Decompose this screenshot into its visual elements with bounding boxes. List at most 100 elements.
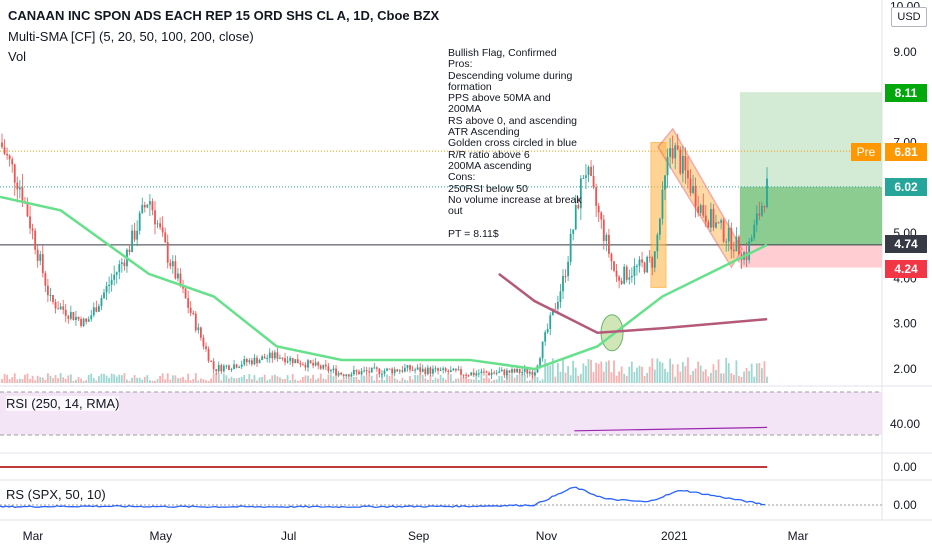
candle-body [171, 261, 174, 267]
volume-bar [439, 374, 442, 383]
candle-body [355, 370, 358, 372]
candle-body [233, 364, 235, 369]
sma50-line [0, 195, 768, 371]
candle-body [266, 358, 269, 360]
volume-bar [452, 380, 455, 383]
volume-bar [149, 380, 151, 383]
volume-bar [289, 380, 292, 383]
volume-bar [347, 376, 350, 383]
volume-bar [758, 363, 761, 383]
rsi-pane-label: RSI (250, 14, RMA) [6, 396, 120, 411]
candle-body [302, 364, 304, 366]
volume-bar [52, 378, 54, 383]
candle-body [289, 357, 292, 361]
candle-body [442, 368, 445, 370]
candle-body [276, 352, 279, 359]
volume-bar [258, 377, 261, 383]
candle-body [110, 279, 113, 285]
candle-body [243, 358, 246, 365]
volume-bar [169, 379, 172, 383]
candle-body [353, 370, 355, 375]
volume-bar [31, 375, 34, 383]
volume-bar [6, 374, 8, 383]
volume-bar [189, 380, 192, 383]
candle-body [462, 374, 465, 376]
candle-body [567, 261, 569, 277]
candle-body [248, 360, 251, 363]
volume-bar [103, 373, 105, 383]
volume-bar [156, 379, 159, 383]
candle-body [207, 349, 210, 361]
candle-body [579, 178, 582, 209]
volume-bar [44, 379, 47, 383]
volume-bar [18, 378, 21, 383]
volume-bar [317, 378, 320, 383]
time-tick-label: Nov [536, 529, 557, 543]
candle-body [633, 266, 636, 276]
volume-bar [215, 373, 218, 383]
time-tick-label: Jul [281, 529, 296, 543]
candle-body [291, 357, 294, 364]
volume-bar [526, 380, 529, 383]
volume-bar [641, 366, 643, 383]
candle-body [449, 370, 452, 373]
volume-bar [200, 378, 202, 383]
volume-bar [488, 378, 490, 383]
volume-bar [669, 358, 671, 383]
currency-button[interactable]: USD [891, 7, 927, 27]
candle-body [332, 368, 335, 371]
volume-bar [562, 357, 564, 383]
candle-body [217, 365, 220, 372]
volume-bar [495, 379, 498, 383]
volume-bar [615, 375, 618, 383]
volume-bar [684, 366, 687, 383]
volume-bar [761, 368, 763, 383]
candle-body [590, 166, 592, 176]
volume-bar [503, 380, 506, 383]
volume-bar [653, 369, 656, 383]
volume-bar [271, 375, 274, 383]
volume-bar [551, 358, 554, 383]
candle-body [676, 145, 679, 150]
candle-body [651, 257, 654, 268]
candle-body [146, 204, 149, 208]
volume-bar [243, 375, 246, 383]
candle-body [368, 371, 371, 373]
volume-bar [574, 367, 577, 383]
volume-bar [110, 373, 113, 383]
candle-body [477, 373, 480, 375]
candle-body [118, 264, 121, 273]
volume-bar [750, 363, 753, 383]
candle-body [758, 213, 761, 216]
candle-body [483, 371, 485, 373]
candle-body [34, 230, 37, 250]
candle-body [314, 362, 317, 366]
volume-bar [251, 379, 253, 383]
candle-body [3, 147, 6, 154]
volume-bar [13, 373, 16, 383]
volume-bar [340, 379, 343, 383]
candle-body [687, 170, 689, 179]
candle-body [421, 368, 424, 372]
candle-body [508, 370, 511, 373]
candle-body [67, 315, 70, 319]
volume-bar [398, 380, 401, 383]
volume-bar [210, 378, 212, 383]
volume-bar [699, 365, 702, 383]
candle-body [600, 212, 603, 220]
volume-bar [268, 379, 271, 383]
volume-bar [49, 375, 52, 383]
candle-body [335, 368, 337, 376]
volume-bar [194, 373, 197, 383]
chart-title: CANAAN INC SPON ADS EACH REP 15 ORD SHS … [8, 8, 440, 23]
volume-bar [587, 359, 590, 383]
volume-bar [437, 378, 439, 383]
volume-bar [128, 380, 131, 383]
volume-bar [164, 379, 167, 383]
volume-bar [64, 378, 67, 383]
volume-bar [207, 380, 210, 383]
candle-body [748, 241, 751, 261]
candle-body [177, 273, 179, 279]
volume-bar [766, 376, 768, 383]
